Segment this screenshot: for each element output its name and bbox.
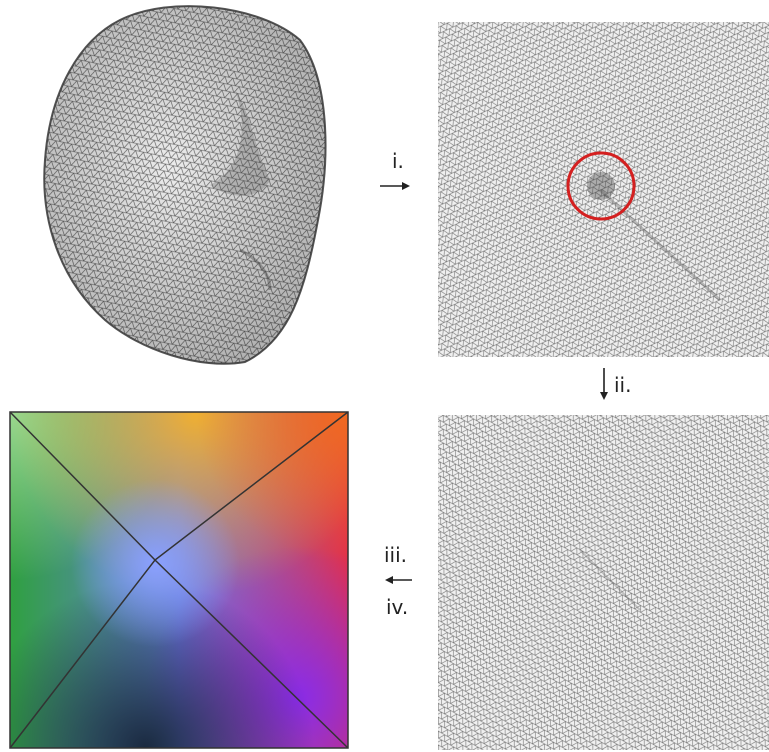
face-mesh [44, 6, 325, 364]
regularized-mesh [438, 415, 769, 750]
color-map [10, 412, 348, 748]
flattened-mesh [438, 22, 769, 357]
figure: i. ii. iii. iv. [0, 0, 769, 752]
step-label: ii. [614, 373, 631, 397]
step-label: iv. [386, 595, 408, 619]
page: i. ii. iii. iv. (() => { const data = JS… [0, 0, 769, 752]
step-label: iii. [384, 543, 407, 567]
step-label: i. [392, 149, 404, 173]
